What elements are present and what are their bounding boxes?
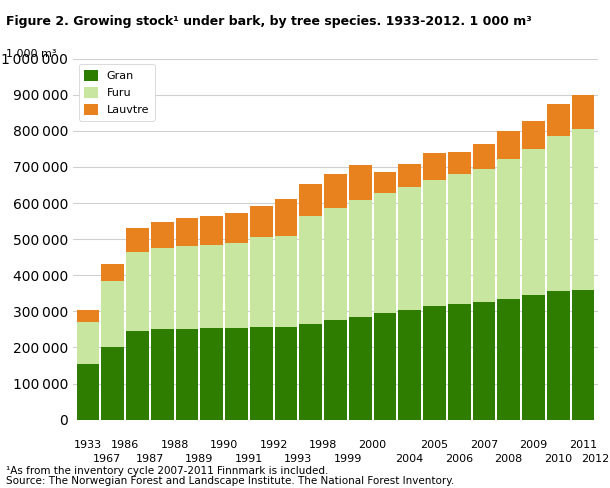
- Bar: [547, 104, 570, 136]
- Bar: [547, 291, 570, 420]
- Bar: [572, 129, 594, 290]
- Text: 1933: 1933: [74, 440, 102, 449]
- Bar: [201, 244, 223, 328]
- Text: Figure 2. Growing stock¹ under bark, by tree species. 1933-2012. 1 000 m³: Figure 2. Growing stock¹ under bark, by …: [6, 15, 532, 28]
- Text: 1993: 1993: [284, 454, 312, 464]
- Bar: [547, 136, 570, 291]
- Bar: [225, 327, 248, 420]
- Text: 2011: 2011: [569, 440, 597, 449]
- Bar: [176, 329, 198, 420]
- Bar: [77, 309, 99, 322]
- Text: 1989: 1989: [185, 454, 214, 464]
- Bar: [522, 121, 545, 149]
- Bar: [373, 313, 396, 420]
- Bar: [473, 144, 495, 169]
- Text: 2000: 2000: [359, 440, 387, 449]
- Bar: [398, 187, 421, 309]
- Bar: [101, 281, 124, 347]
- Bar: [101, 264, 124, 281]
- Text: 2004: 2004: [396, 454, 424, 464]
- Text: 2006: 2006: [445, 454, 473, 464]
- Bar: [373, 172, 396, 193]
- Text: 2008: 2008: [495, 454, 523, 464]
- Bar: [373, 193, 396, 313]
- Bar: [274, 200, 298, 236]
- Bar: [522, 295, 545, 420]
- Bar: [572, 290, 594, 420]
- Text: 2012: 2012: [581, 454, 609, 464]
- Bar: [201, 216, 223, 244]
- Bar: [423, 180, 446, 306]
- Text: 1988: 1988: [160, 440, 189, 449]
- Bar: [473, 302, 495, 420]
- Bar: [423, 153, 446, 180]
- Bar: [448, 304, 470, 420]
- Text: 2009: 2009: [519, 440, 548, 449]
- Bar: [324, 321, 347, 420]
- Bar: [274, 326, 298, 420]
- Text: 1992: 1992: [259, 440, 288, 449]
- Bar: [324, 174, 347, 208]
- Text: 1967: 1967: [93, 454, 121, 464]
- Text: 1991: 1991: [235, 454, 263, 464]
- Legend: Gran, Furu, Lauvtre: Gran, Furu, Lauvtre: [79, 64, 154, 121]
- Bar: [522, 149, 545, 295]
- Bar: [126, 331, 149, 420]
- Bar: [300, 324, 322, 420]
- Bar: [176, 246, 198, 329]
- Bar: [225, 243, 248, 327]
- Bar: [497, 159, 520, 299]
- Bar: [572, 95, 594, 129]
- Bar: [151, 329, 174, 420]
- Bar: [300, 184, 322, 216]
- Bar: [398, 309, 421, 420]
- Bar: [398, 164, 421, 187]
- Bar: [101, 347, 124, 420]
- Bar: [473, 169, 495, 302]
- Bar: [349, 165, 371, 201]
- Bar: [77, 364, 99, 420]
- Bar: [349, 317, 371, 420]
- Bar: [274, 236, 298, 326]
- Bar: [77, 322, 99, 364]
- Bar: [250, 205, 273, 237]
- Bar: [497, 299, 520, 420]
- Text: 1987: 1987: [135, 454, 164, 464]
- Text: 1986: 1986: [111, 440, 139, 449]
- Bar: [176, 218, 198, 246]
- Bar: [497, 131, 520, 159]
- Text: Source: The Norwegian Forest and Landscape Institute. The National Forest Invent: Source: The Norwegian Forest and Landsca…: [6, 476, 454, 486]
- Bar: [448, 152, 470, 174]
- Bar: [151, 248, 174, 329]
- Bar: [423, 306, 446, 420]
- Text: 2005: 2005: [420, 440, 448, 449]
- Bar: [201, 328, 223, 420]
- Bar: [448, 174, 470, 304]
- Text: 1999: 1999: [334, 454, 362, 464]
- Bar: [250, 237, 273, 327]
- Bar: [250, 327, 273, 420]
- Bar: [126, 228, 149, 252]
- Text: 1998: 1998: [309, 440, 337, 449]
- Text: 2007: 2007: [470, 440, 498, 449]
- Bar: [151, 222, 174, 248]
- Text: 1 000 m³: 1 000 m³: [6, 49, 57, 59]
- Bar: [126, 252, 149, 331]
- Text: 1990: 1990: [210, 440, 239, 449]
- Bar: [300, 216, 322, 324]
- Bar: [324, 208, 347, 321]
- Text: 2010: 2010: [544, 454, 572, 464]
- Bar: [225, 213, 248, 243]
- Bar: [349, 201, 371, 317]
- Text: ¹As from the inventory cycle 2007-2011 Finnmark is included.: ¹As from the inventory cycle 2007-2011 F…: [6, 466, 328, 476]
